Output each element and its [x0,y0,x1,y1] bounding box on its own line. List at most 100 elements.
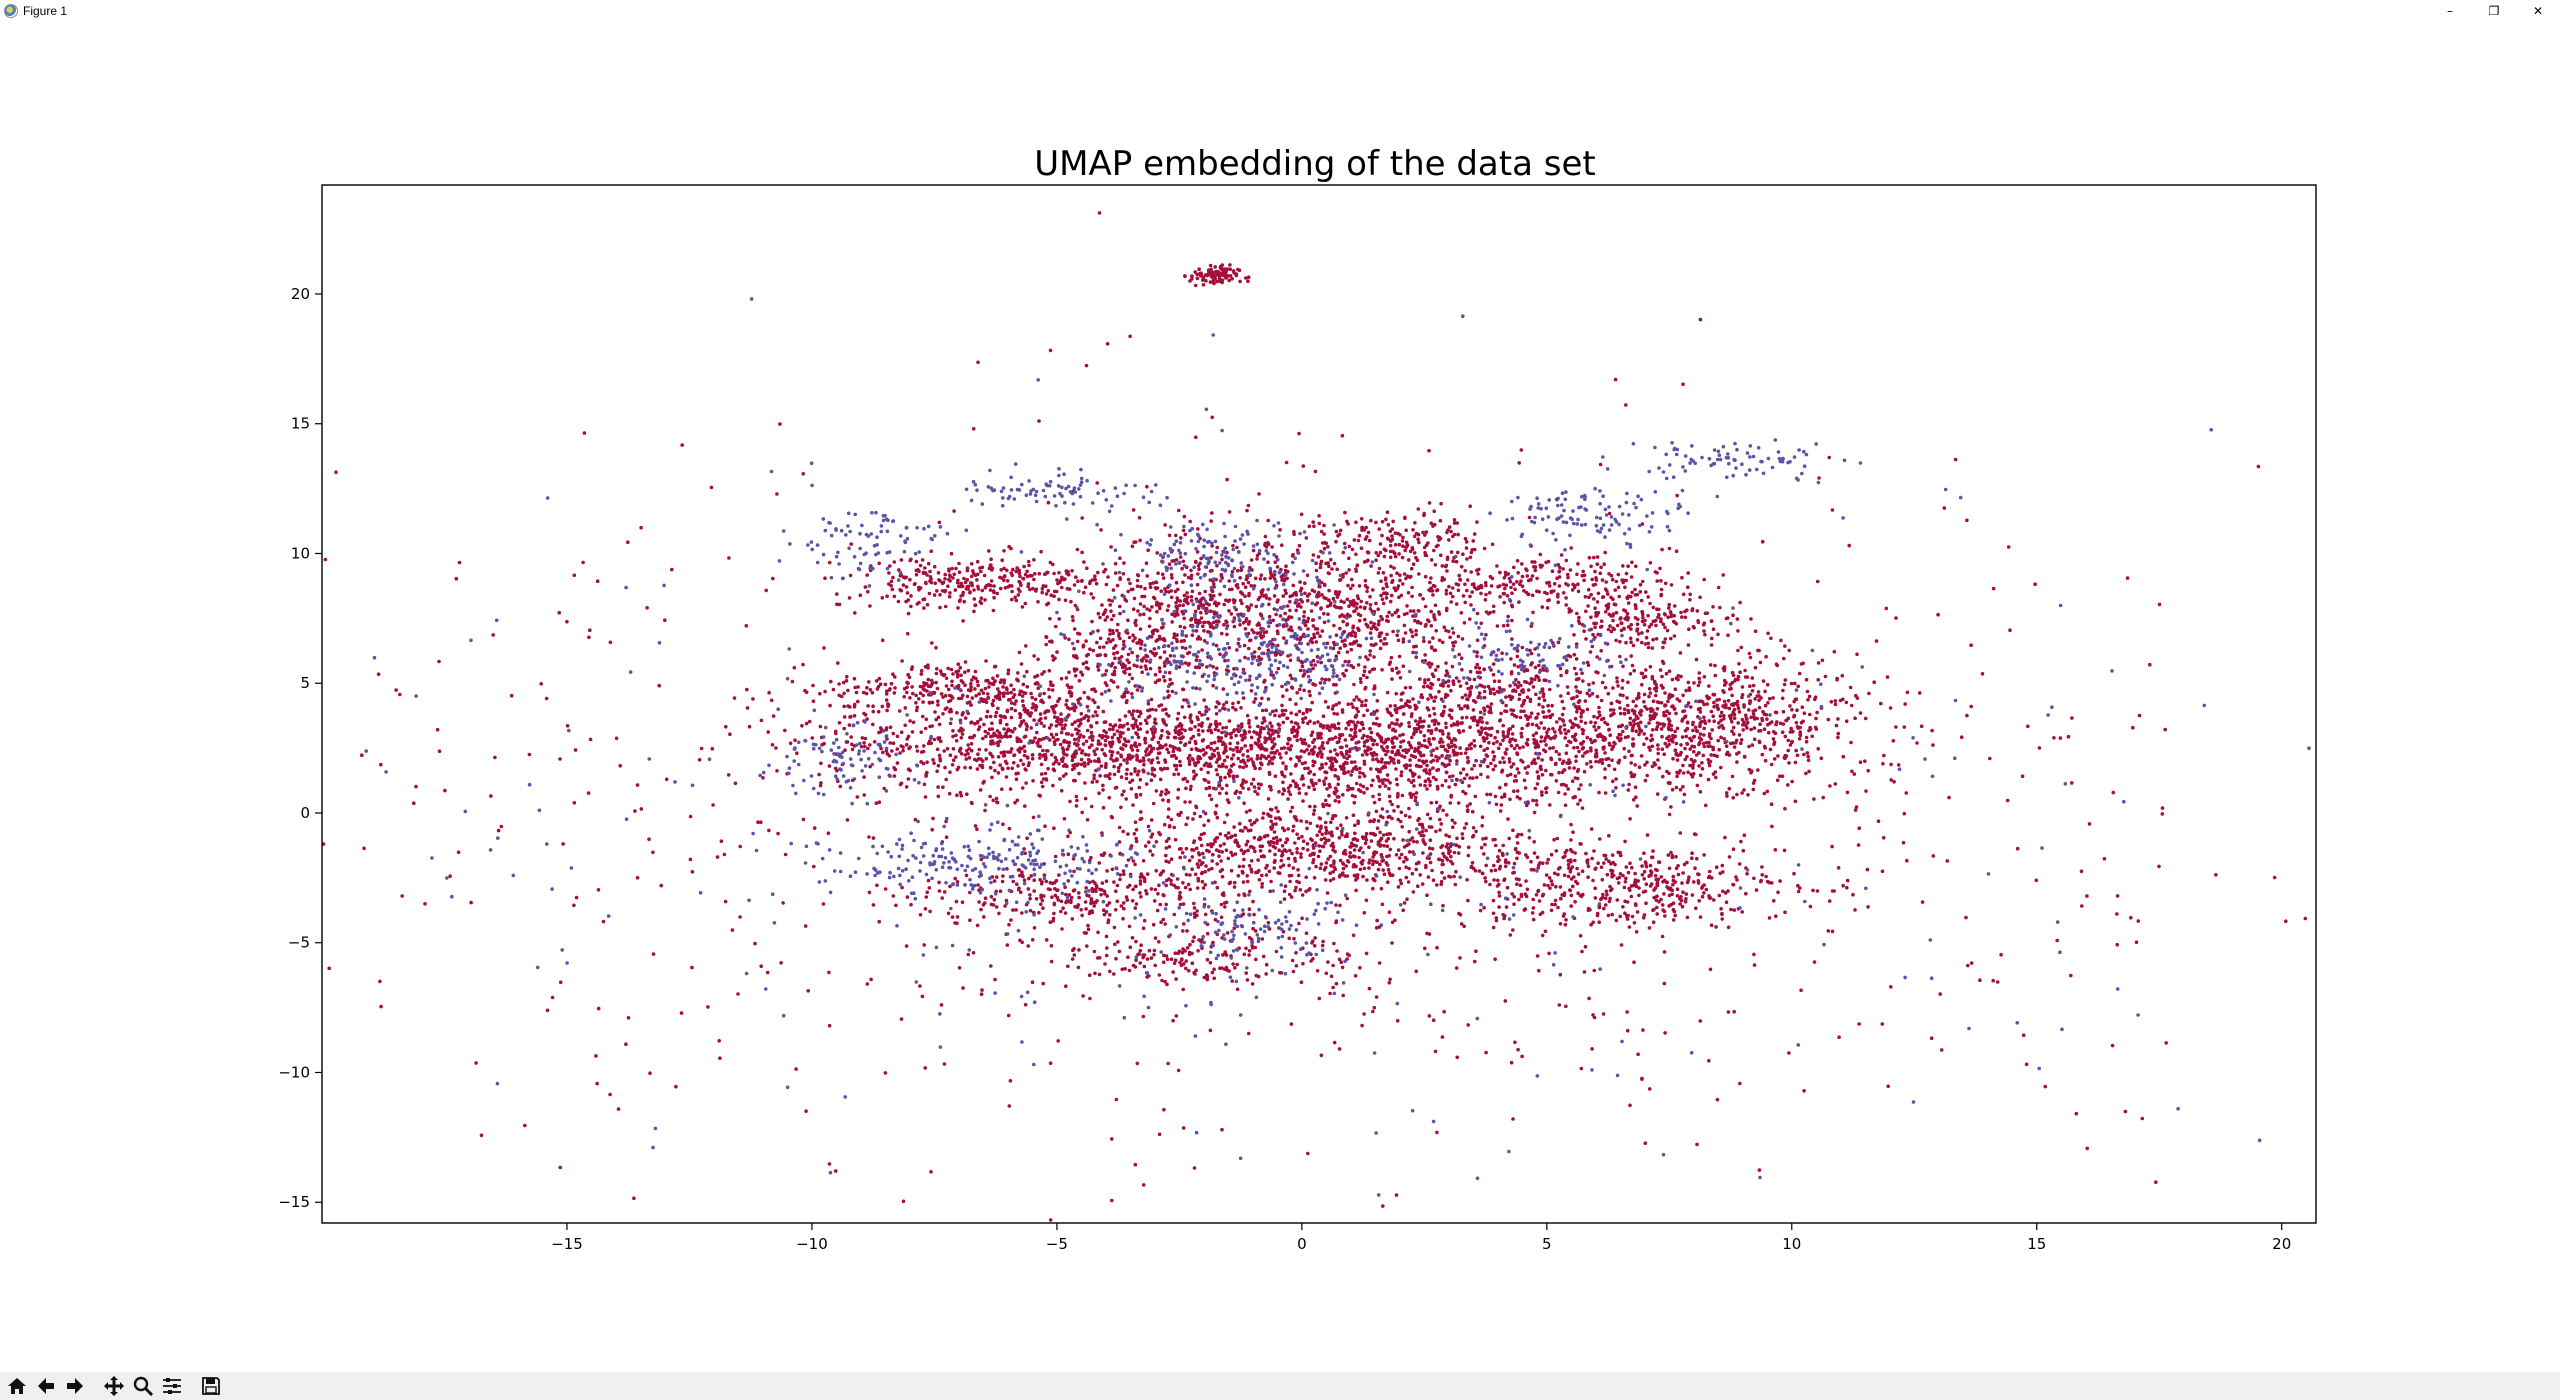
scatter-point [1322,546,1327,551]
scatter-point [1222,842,1226,846]
scatter-point [1188,519,1192,524]
scatter-point [1542,726,1547,730]
scatter-point [1160,745,1164,750]
scatter-point [1685,720,1690,725]
scatter-point [1491,662,1496,666]
scatter-point [1660,734,1664,739]
scatter-point [1267,602,1271,607]
scatter-point [1608,743,1612,747]
scatter-point [1338,858,1343,863]
scatter-point [1608,708,1613,712]
scatter-point [1604,857,1608,861]
scatter-point [988,751,992,756]
scatter-point [1728,687,1732,691]
scatter-point [1255,631,1260,635]
scatter-point [1227,719,1232,723]
scatter-point [1454,843,1459,848]
scatter-point [1231,598,1236,602]
scatter-point [1631,699,1636,704]
scatter-point [1241,781,1245,786]
scatter-point [997,731,1002,735]
scatter-point [1185,779,1190,784]
scatter-point [1159,602,1164,606]
restore-button[interactable]: ❐ [2488,4,2500,18]
scatter-point [1523,786,1528,790]
scatter-point [1640,682,1644,687]
scatter-point [1288,658,1293,663]
scatter-point [1776,754,1780,758]
scatter-point [932,737,937,742]
scatter-point [1196,728,1201,732]
close-button[interactable]: ✕ [2532,4,2544,18]
scatter-point [1488,882,1492,887]
scatter-point [1495,729,1500,734]
scatter-point [1141,859,1146,863]
scatter-point [1815,710,1819,715]
scatter-point [1241,667,1246,672]
scatter-point [1844,719,1849,723]
scatter-point [1319,755,1324,759]
scatter-point [1196,572,1200,576]
scatter-point [1216,735,1221,740]
scatter-point [1521,760,1525,764]
scatter-point [1248,638,1252,643]
scatter-point [759,718,764,723]
scatter-point [1626,788,1631,792]
scatter-point [1084,739,1089,744]
scatter-point [1439,845,1443,850]
scatter-point [1151,801,1156,806]
scatter-point [1110,867,1115,872]
scatter-point [978,717,983,721]
scatter-point [1752,737,1757,742]
scatter-point [865,573,869,577]
scatter-point [1218,791,1222,796]
scatter-point [1368,858,1372,862]
scatter-point [1192,811,1197,816]
scatter-point [1510,618,1514,623]
scatter-point [1392,761,1396,765]
scatter-point [1326,857,1330,861]
scatter-point [994,796,999,801]
minimize-button[interactable]: – [2447,4,2453,18]
scatter-point [1417,758,1421,763]
scatter-point [1357,618,1362,623]
scatter-point [1051,735,1055,740]
scatter-point [1197,710,1202,715]
scatter-point [1790,779,1794,784]
scatter-point [1119,753,1123,757]
scatter-point [1351,583,1355,588]
scatter-point [1072,708,1077,713]
scatter-point [959,729,963,733]
scatter-point [1379,639,1383,643]
scatter-point [1484,879,1488,884]
scatter-point [1652,711,1657,716]
scatter-point [1775,720,1779,724]
scatter-point [1805,689,1810,694]
scatter-point [1600,680,1605,685]
scatter-point [1554,849,1559,853]
scatter-point [1188,753,1192,758]
scatter-point [1250,628,1254,632]
scatter-point [1431,758,1436,763]
scatter-point [1497,858,1501,862]
scatter-point [1144,753,1149,757]
scatter-point [1143,718,1148,723]
scatter-point [1293,856,1297,861]
scatter-point [888,725,893,729]
scatter-point [1307,771,1311,775]
scatter-point [1175,606,1180,611]
scatter-point [1332,623,1336,628]
scatter-point [1309,637,1314,641]
scatter-point [1208,755,1212,760]
scatter-point [1327,793,1331,798]
scatter-point [1623,735,1628,740]
scatter-point [1667,723,1672,728]
scatter-point [1331,841,1335,846]
scatter-point [1218,775,1223,780]
scatter-point [1072,583,1077,587]
scatter-point [960,732,965,736]
scatter-point [1012,760,1016,765]
scatter-point [1175,717,1180,721]
scatter-point [1149,835,1153,839]
scatter-point [1232,728,1236,732]
